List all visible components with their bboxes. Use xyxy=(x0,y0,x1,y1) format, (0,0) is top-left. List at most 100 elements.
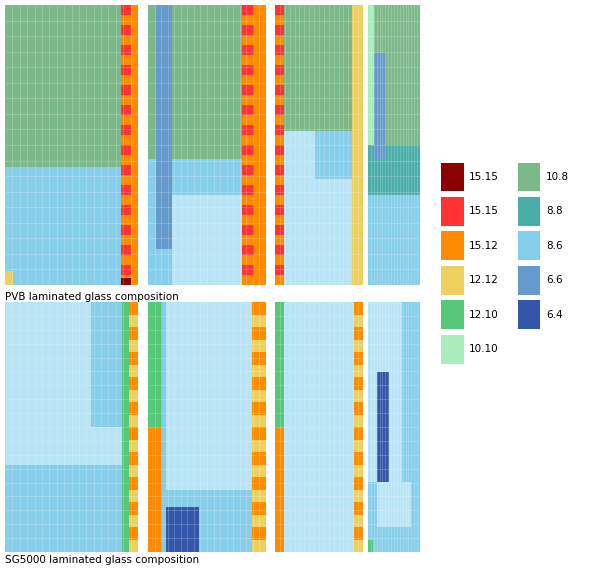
Bar xyxy=(242,245,254,255)
Bar xyxy=(156,5,172,201)
Text: 10.10: 10.10 xyxy=(469,344,499,354)
Bar xyxy=(242,265,254,275)
Bar xyxy=(242,105,254,115)
Bar xyxy=(172,195,242,285)
Bar xyxy=(252,514,266,527)
Bar xyxy=(517,300,541,329)
Text: 12.12: 12.12 xyxy=(469,275,499,286)
Bar xyxy=(368,5,374,145)
Bar xyxy=(242,275,254,285)
Bar xyxy=(128,352,138,364)
Bar xyxy=(242,185,254,195)
Bar xyxy=(5,427,122,464)
Bar xyxy=(128,440,138,452)
Bar xyxy=(252,352,266,364)
Bar xyxy=(252,377,266,389)
Bar xyxy=(121,265,131,275)
Bar xyxy=(275,5,363,131)
Bar xyxy=(121,278,131,285)
Bar xyxy=(354,527,363,540)
Bar xyxy=(284,131,314,179)
Text: 10.8: 10.8 xyxy=(546,172,569,182)
Bar xyxy=(122,302,128,552)
Bar xyxy=(354,327,363,340)
Bar xyxy=(354,540,363,552)
Bar xyxy=(275,131,363,285)
Bar xyxy=(166,302,252,489)
Bar xyxy=(275,135,284,145)
Bar xyxy=(354,415,363,427)
Bar xyxy=(275,25,284,35)
Bar xyxy=(275,75,284,85)
Bar xyxy=(128,477,138,489)
Bar xyxy=(275,245,284,255)
Bar xyxy=(121,205,131,215)
Bar xyxy=(252,502,266,514)
Bar xyxy=(121,155,131,165)
Bar xyxy=(121,55,131,65)
Bar xyxy=(242,5,254,15)
Bar xyxy=(242,115,254,125)
Bar xyxy=(242,225,254,235)
Text: 15.12: 15.12 xyxy=(469,241,499,251)
Bar xyxy=(275,185,284,195)
Bar xyxy=(354,352,363,364)
Bar xyxy=(354,389,363,402)
Text: 15.15: 15.15 xyxy=(469,207,499,216)
Bar xyxy=(275,55,284,65)
Bar xyxy=(5,5,121,167)
Bar xyxy=(148,5,266,159)
Bar xyxy=(354,489,363,502)
Bar xyxy=(242,125,254,135)
Bar xyxy=(275,215,284,225)
Bar xyxy=(242,175,254,185)
Bar xyxy=(284,179,352,285)
Bar xyxy=(242,45,254,55)
Bar xyxy=(121,5,131,15)
Bar xyxy=(354,377,363,389)
Bar xyxy=(242,85,254,95)
Bar xyxy=(252,364,266,377)
Bar xyxy=(148,302,162,427)
Bar xyxy=(275,45,284,55)
Bar xyxy=(121,25,131,35)
Bar xyxy=(128,340,138,352)
Bar xyxy=(377,482,411,527)
Bar xyxy=(128,464,138,477)
Bar xyxy=(354,464,363,477)
Text: PVB laminated glass composition: PVB laminated glass composition xyxy=(5,292,179,302)
Bar xyxy=(275,165,284,175)
Bar xyxy=(242,205,254,215)
Bar xyxy=(128,377,138,389)
Bar xyxy=(517,163,541,191)
Bar xyxy=(121,275,131,285)
Bar xyxy=(128,389,138,402)
Bar xyxy=(242,55,254,65)
Bar xyxy=(368,145,420,285)
Bar xyxy=(275,125,284,135)
Bar xyxy=(441,197,464,226)
Bar xyxy=(252,340,266,352)
Bar xyxy=(242,255,254,265)
Bar xyxy=(275,5,284,15)
Bar xyxy=(252,540,266,552)
Bar xyxy=(252,415,266,427)
Bar xyxy=(517,266,541,295)
Bar xyxy=(121,125,131,135)
Bar xyxy=(354,427,363,440)
Bar xyxy=(121,35,131,45)
Bar xyxy=(128,364,138,377)
Bar xyxy=(354,364,363,377)
Bar xyxy=(242,165,254,175)
Bar xyxy=(242,135,254,145)
Bar xyxy=(131,5,138,285)
Bar xyxy=(275,275,284,285)
Bar xyxy=(441,335,464,364)
Text: SG5000 laminated glass composition: SG5000 laminated glass composition xyxy=(5,555,199,565)
Bar xyxy=(252,327,266,340)
Bar xyxy=(242,215,254,225)
Bar xyxy=(275,145,284,155)
Bar xyxy=(128,489,138,502)
Text: 15.15: 15.15 xyxy=(469,172,499,182)
Bar xyxy=(368,302,402,482)
